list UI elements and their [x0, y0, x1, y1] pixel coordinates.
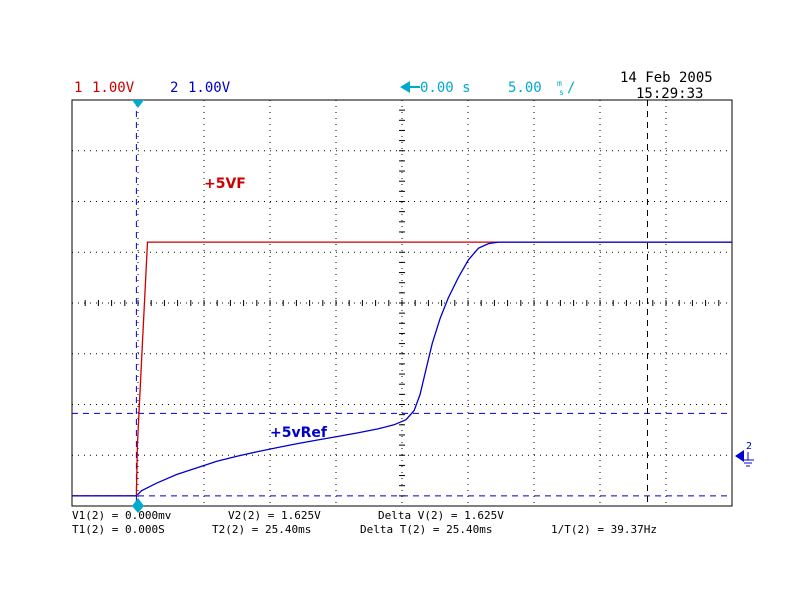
measurement-readout: V1(2) = 0.000mv V2(2) = 1.625V Delta V(2…: [72, 509, 657, 536]
series-label-5vref: +5vRef: [270, 425, 328, 441]
readout-t1: T1(2) = 0.000S: [72, 523, 165, 536]
ground-icon: [742, 452, 754, 467]
delay-arrow-icon: [400, 81, 420, 93]
readout-t2: T2(2) = 25.40ms: [212, 523, 311, 536]
timebase-value: 5.00: [508, 80, 542, 96]
readout-delta-v: Delta V(2) = 1.625V: [378, 509, 504, 522]
date: 14 Feb 2005: [620, 70, 713, 86]
readout-v1: V1(2) = 0.000mv: [72, 509, 172, 522]
traces: [72, 241, 732, 497]
series-label-5vf: +5VF: [204, 176, 246, 192]
ch1-scale: 1.00V: [92, 80, 135, 96]
timebase-unit-bottom: s: [559, 88, 564, 97]
cursors: [72, 100, 732, 506]
readout-freq: 1/T(2) = 39.37Hz: [551, 523, 657, 536]
bottom-time-marker[interactable]: [132, 498, 144, 513]
time: 15:29:33: [636, 86, 703, 102]
header-bar: 1 1.00V 2 1.00V 0.00 s 5.00 m s / 14 Feb…: [74, 70, 713, 102]
graticule: [71, 99, 733, 507]
trigger-position-marker[interactable]: [132, 100, 144, 108]
timebase-unit-top: m: [557, 79, 562, 88]
ch2-number: 2: [170, 80, 178, 96]
trace-ch2: [72, 241, 732, 497]
ch2-scale: 1.00V: [188, 80, 231, 96]
ch1-number: 1: [74, 80, 82, 96]
readout-v2: V2(2) = 1.625V: [228, 509, 321, 522]
delay-value: 0.00 s: [420, 80, 471, 96]
trigger-slope: /: [567, 80, 575, 96]
readout-delta-t: Delta T(2) = 25.40ms: [360, 523, 492, 536]
ch2-ground-label: 2: [746, 441, 752, 452]
ch2-ground-marker[interactable]: 2: [735, 441, 754, 467]
